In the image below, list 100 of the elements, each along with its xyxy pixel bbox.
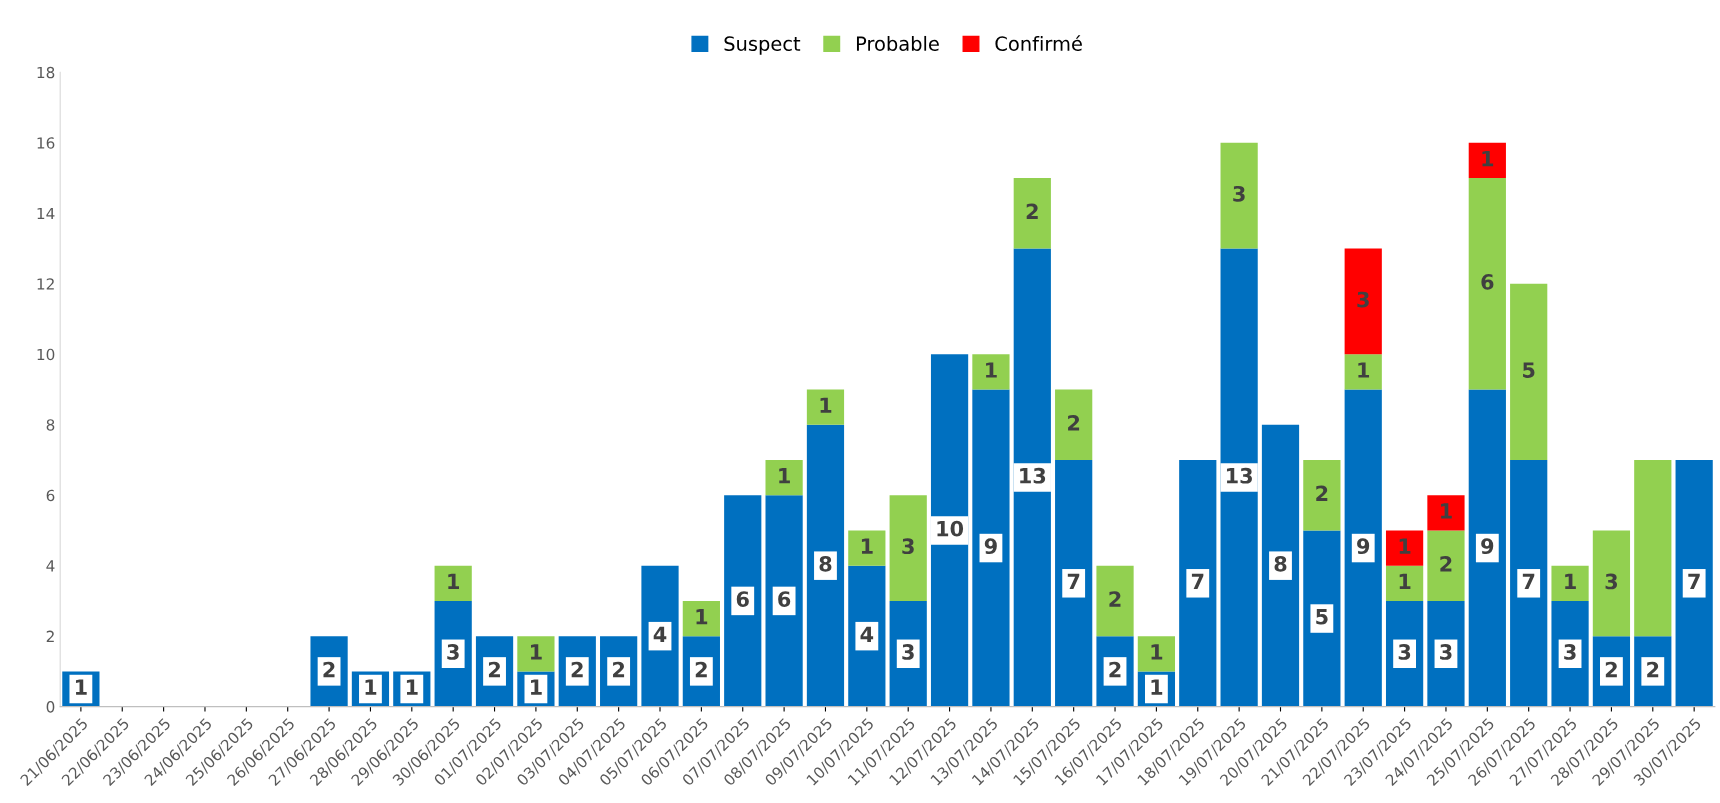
bar <box>1013 248 1051 707</box>
bar <box>1344 354 1382 390</box>
bar <box>765 459 803 496</box>
data-label: 1 <box>406 679 418 695</box>
bar <box>1468 142 1506 178</box>
data-label: 1 <box>1358 362 1370 378</box>
data-label: 8 <box>819 555 832 572</box>
bar <box>1634 459 1672 637</box>
bar <box>1055 389 1093 460</box>
data-label: 1 <box>1399 573 1411 590</box>
bar <box>1055 459 1093 707</box>
bar <box>1510 283 1548 460</box>
data-label: 2 <box>1109 661 1121 678</box>
y-tick-label: 14 <box>37 207 55 220</box>
bar <box>1427 600 1465 707</box>
legend-label: Probable <box>856 35 939 51</box>
data-label: 7 <box>1191 573 1204 590</box>
data-label: 3 <box>1564 644 1576 660</box>
legend-label: Confirmé <box>995 35 1082 51</box>
data-label: 2 <box>1605 661 1617 678</box>
data-label: 1 <box>531 679 542 695</box>
data-label: 1 <box>696 609 708 625</box>
bar <box>806 424 845 707</box>
data-label: 3 <box>902 644 914 660</box>
data-label: 6 <box>736 591 749 607</box>
data-label: 9 <box>984 538 997 555</box>
bar <box>1675 459 1713 707</box>
bar <box>1013 178 1051 249</box>
data-label: 2 <box>1647 661 1659 678</box>
bar <box>1096 565 1134 637</box>
bar <box>1551 565 1589 601</box>
data-label: 2 <box>1109 591 1121 607</box>
bar <box>765 495 803 707</box>
bar <box>1510 459 1548 707</box>
data-label: 6 <box>1481 274 1494 290</box>
data-label: 2 <box>695 661 707 678</box>
bar <box>1303 530 1341 707</box>
y-tick-label: 0 <box>46 701 55 713</box>
bar <box>1179 459 1217 707</box>
bar <box>972 354 1010 390</box>
bar <box>1261 424 1300 707</box>
bar <box>1220 142 1258 249</box>
bar <box>1303 459 1341 531</box>
data-label: 1 <box>1482 150 1494 167</box>
data-label: 8 <box>1274 555 1287 572</box>
data-label: 1 <box>1151 679 1163 695</box>
data-label: 7 <box>1067 573 1080 590</box>
y-tick-label: 8 <box>46 419 55 431</box>
data-label: 2 <box>1316 485 1328 501</box>
bar <box>1344 248 1382 355</box>
y-tick-label: 6 <box>46 489 55 502</box>
bar <box>1427 495 1465 531</box>
data-label: 1 <box>1399 538 1411 554</box>
data-label: 2 <box>1026 203 1038 219</box>
bar <box>1427 530 1465 601</box>
bar <box>806 389 845 425</box>
data-label: 2 <box>323 661 335 678</box>
data-label: 2 <box>1440 555 1452 572</box>
data-label: 4 <box>653 626 667 642</box>
data-label: 2 <box>488 661 500 678</box>
data-label: 6 <box>778 591 791 607</box>
data-label: 1 <box>448 573 459 590</box>
bar <box>1592 530 1631 637</box>
data-label: 13 <box>1020 467 1046 484</box>
bar <box>848 530 886 566</box>
bar <box>1551 600 1589 707</box>
data-label: 4 <box>860 626 874 642</box>
data-label: 1 <box>861 538 873 554</box>
data-label: 7 <box>1522 573 1535 590</box>
bar <box>848 565 886 707</box>
data-label: 1 <box>75 679 87 695</box>
y-tick-label: 12 <box>37 278 54 290</box>
bar <box>1385 530 1424 566</box>
data-label: 3 <box>1357 291 1369 308</box>
data-label: 9 <box>1481 538 1494 555</box>
y-tick-label: 16 <box>37 137 55 149</box>
bar <box>1468 178 1506 390</box>
bar <box>682 600 720 637</box>
bar <box>1468 389 1506 707</box>
bar <box>889 495 927 601</box>
bar <box>1344 389 1382 707</box>
y-tick-label: 10 <box>37 348 55 361</box>
y-tick-label: 2 <box>46 630 54 642</box>
y-tick-label: 4 <box>46 560 55 572</box>
data-label: 9 <box>1357 538 1370 555</box>
bar <box>930 354 969 707</box>
data-label: 1 <box>820 397 832 413</box>
data-label: 1 <box>531 644 542 660</box>
data-label: 1 <box>1565 573 1576 590</box>
bar <box>641 565 679 707</box>
bar <box>1220 248 1258 707</box>
data-label: 7 <box>1688 573 1700 590</box>
data-label: 5 <box>1523 362 1535 378</box>
data-label: 1 <box>779 468 790 484</box>
data-label: 10 <box>937 520 964 537</box>
data-label: 3 <box>447 644 459 660</box>
data-label: 1 <box>986 362 997 378</box>
data-label: 1 <box>1441 503 1452 519</box>
data-label: 2 <box>613 661 625 678</box>
data-label: 3 <box>1233 185 1245 202</box>
